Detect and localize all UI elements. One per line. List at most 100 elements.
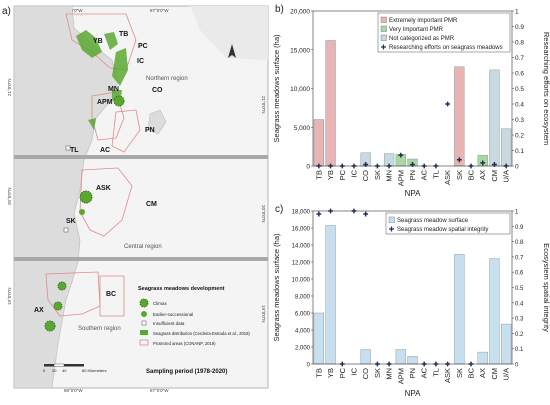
x-tick-label: U/A [502, 170, 511, 183]
bar [501, 128, 512, 167]
x-tick-label: SK [455, 170, 464, 180]
scale-bar-segment [53, 363, 65, 367]
x-tick-label: AX [478, 368, 487, 378]
x-tick-label: YB [326, 368, 335, 378]
x-tick-label: ASK [443, 170, 452, 185]
y2-tick-label: 0.4 [515, 102, 524, 109]
y-tick-label: 14,000 [292, 244, 311, 250]
bar [325, 225, 336, 365]
site-label: TL [70, 147, 79, 154]
legend-label: Extremely important PMR [389, 18, 458, 24]
y-tick-label: 8,000 [295, 295, 311, 301]
lat-label: 19°0'0"N [7, 287, 12, 305]
y2-tick-label: 0.6 [515, 71, 524, 78]
y2-tick-label: 0.3 [515, 117, 524, 124]
legend-item: Earlier-successional [153, 312, 193, 317]
y2-tick-label: 0.6 [515, 271, 524, 277]
scale-tick: 80 Kilometers [82, 368, 106, 373]
legend-label: Researching efforts on seagrass meadows [389, 45, 503, 51]
panel-label: c) [275, 204, 283, 215]
x-tick-label: SK [373, 170, 382, 180]
bar [489, 258, 500, 365]
island-cozumel [147, 109, 167, 135]
climax-marker-ask [79, 190, 93, 204]
site-label: MN [108, 86, 119, 93]
y-axis-title: Seagrass meadows surface (ha) [272, 233, 281, 341]
y-tick-label: 4,000 [295, 329, 311, 335]
x-tick-label: SK [455, 368, 464, 378]
overlay-marker [480, 160, 486, 166]
y-tick-label: 10,000 [292, 278, 311, 284]
x-tick-label: TL [431, 368, 440, 377]
x-tick-label: AC [420, 367, 429, 378]
x-tick-label: AC [420, 169, 429, 180]
y-tick-label: 0 [307, 363, 311, 369]
region-label-northern: Northern region [146, 76, 188, 82]
y-tick-label: 2,000 [295, 346, 311, 352]
y-tick-label: 0 [306, 164, 310, 171]
site-label: TB [119, 31, 128, 38]
legend-marker [381, 44, 386, 50]
x-tick-label: BC [467, 367, 476, 378]
x-tick-label: PC [338, 169, 347, 180]
site-label: CO [152, 87, 163, 94]
climax-marker-south-3 [44, 320, 56, 332]
x-tick-label: MN [385, 368, 394, 380]
legend-seagrass-swatch [140, 330, 148, 335]
region-separator [14, 155, 268, 159]
seagrass-patch [88, 118, 96, 130]
y2-tick-label: 0.8 [515, 40, 524, 47]
sampling-period: Sampling period (1978-2020) [146, 369, 227, 375]
y2-tick-label: 0.5 [515, 286, 524, 292]
map-svg: a) 88°0'0"W 87°0'0"W 88°0'0"W 87°0'0"W 2… [0, 0, 271, 400]
y2-tick-label: 0.7 [515, 255, 524, 261]
seagrass-patch [112, 48, 128, 86]
chart-c-svg: c) 0 2,000 4,000 6,000 8,000 10,000 12,000 14,00… [272, 204, 550, 398]
lon-label: 88°0'0"W [64, 388, 83, 393]
scale-bar-segment [64, 364, 84, 367]
scale-tick: 40 [62, 368, 67, 373]
x-tick-label: AX [478, 170, 487, 180]
y-axis-title: Seagrass meadows surface (ha) [272, 34, 281, 142]
region-separator [14, 257, 268, 261]
site-label: YB [93, 38, 103, 45]
legend-swatch [380, 16, 387, 23]
legend-box [377, 12, 511, 53]
legend-item: Climax [153, 301, 168, 306]
land-cuba-side [190, 6, 268, 60]
y2-axis-title: Ecosystem spatial integrity [542, 243, 550, 332]
x-tick-label: IC [349, 367, 358, 375]
y-tick-label: 5,000 [294, 125, 311, 132]
legend-protected-swatch [139, 339, 149, 346]
scale-tick: 0 [43, 368, 46, 373]
x-tick-label: CM [490, 170, 499, 182]
legend-earlier-icon [141, 311, 147, 317]
site-label: AX [34, 307, 44, 314]
y2-axis-title: Researching efforts on ecosystem [542, 32, 550, 145]
lon-label: 88°0'0"W [64, 8, 83, 13]
y2-tick-label: 1 [515, 210, 519, 216]
lat-label: 20°0'0"N [7, 187, 12, 205]
insufficient-data-marker [65, 145, 71, 151]
legend-marker [389, 226, 394, 232]
site-label: IC [137, 58, 144, 65]
x-tick-label: PN [408, 170, 417, 180]
bar [313, 119, 324, 167]
protected-area-pn [111, 109, 141, 153]
y-tick-label: 16,000 [292, 227, 311, 233]
x-tick-label: CO [361, 170, 370, 181]
y-tick-label: 20,000 [290, 9, 310, 16]
protected-area-south [45, 271, 101, 317]
climax-marker-south-1 [57, 281, 67, 291]
y-tick-label: 15,000 [290, 47, 310, 54]
legend-label: Very Important PMR [389, 27, 444, 33]
x-tick-label: BC [467, 169, 476, 180]
north-arrow-icon [228, 44, 236, 58]
y2-tick-label: 1 [515, 9, 519, 16]
site-label: ASK [96, 185, 111, 192]
legend-title: Seagrass meadows development [138, 286, 225, 292]
legend-label: Not categorized as PMR [389, 36, 455, 42]
x-tick-label: SK [373, 368, 382, 378]
legend-box [385, 212, 511, 235]
overlay-marker [363, 211, 369, 217]
